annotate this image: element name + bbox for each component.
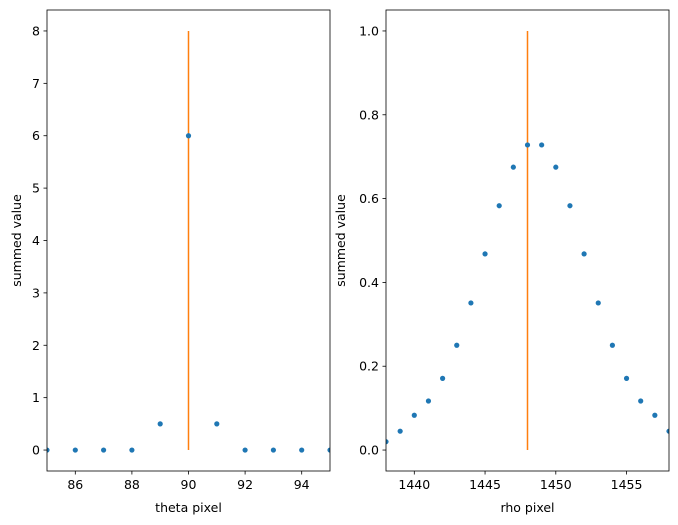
theta-y-tick-label: 2 (32, 338, 40, 353)
theta-x-axis-label: theta pixel (155, 500, 222, 515)
rho-y-ticks: 0.0 0.2 0.4 0.6 0.8 1.0 (359, 23, 386, 458)
theta-y-ticks: 0 1 2 3 4 5 6 7 8 (32, 23, 47, 458)
rho-y-tick-label: 0.6 (359, 191, 379, 206)
rho-data-point (496, 203, 502, 209)
rho-data-point (567, 203, 573, 209)
rho-y-tick-label: 0.8 (359, 107, 379, 122)
rho-data-point (539, 142, 545, 148)
theta-x-tick-label: 90 (181, 477, 197, 492)
rho-data-point (595, 300, 601, 306)
rho-x-tick-label: 1455 (611, 477, 643, 492)
rho-data-point (425, 398, 432, 404)
rho-plot-area (386, 30, 669, 451)
theta-x-ticks: 86 88 90 92 94 (67, 471, 310, 492)
rho-data-point (397, 428, 403, 434)
rho-x-tick-label: 1450 (540, 477, 572, 492)
theta-x-tick-label: 94 (294, 477, 310, 492)
theta-data-point (157, 421, 163, 427)
rho-axes-frame (385, 9, 670, 472)
rho-data-point (524, 142, 531, 148)
theta-y-tick-label: 3 (32, 285, 40, 300)
theta-y-tick-label: 4 (32, 233, 40, 248)
rho-data-point (638, 398, 644, 404)
theta-data-point (129, 447, 135, 453)
theta-data-point (242, 447, 248, 453)
theta-y-axis-label: summed value (9, 194, 24, 287)
rho-data-point (623, 375, 630, 381)
theta-x-tick-label: 92 (237, 477, 253, 492)
rho-x-tick-label: 1440 (398, 477, 430, 492)
rho-x-tick-label: 1445 (469, 477, 501, 492)
rho-data-point (652, 412, 658, 418)
rho-data-point (666, 428, 669, 434)
theta-data-point (299, 447, 305, 453)
rho-data-point (581, 251, 587, 257)
theta-x-tick-label: 86 (67, 477, 83, 492)
theta-data-point (47, 447, 50, 453)
theta-data-point (101, 447, 107, 453)
theta-data-point (185, 133, 192, 139)
rho-x-ticks: 1440 1445 1450 1455 (398, 471, 642, 492)
theta-plot-area (47, 30, 330, 453)
theta-y-tick-label: 6 (32, 128, 40, 143)
theta-data-point (72, 447, 78, 453)
theta-chart: 86 88 90 92 94 0 1 2 3 4 5 6 7 8 theta pixel summed … (9, 9, 331, 515)
theta-y-tick-label: 0 (32, 443, 40, 458)
rho-data-point (386, 439, 389, 445)
rho-data-point (482, 251, 488, 257)
theta-data-point (270, 447, 276, 453)
rho-y-tick-label: 1.0 (359, 23, 379, 38)
theta-data-point (327, 447, 330, 453)
rho-data-point (468, 300, 474, 306)
rho-chart: 1440 1445 1450 1455 0.0 0.2 0.4 0.6 0.8 1.0 rho … (333, 9, 670, 515)
theta-data-point (214, 421, 220, 427)
rho-data-point (440, 375, 446, 381)
rho-data-point (454, 342, 460, 348)
theta-y-tick-label: 7 (32, 76, 40, 91)
theta-y-tick-label: 8 (32, 23, 40, 38)
theta-y-tick-label: 5 (32, 181, 40, 196)
rho-y-tick-label: 0.4 (359, 275, 379, 290)
rho-data-point (609, 342, 616, 348)
rho-data-point (553, 164, 559, 170)
rho-y-tick-label: 0.0 (359, 443, 379, 458)
rho-x-axis-label: rho pixel (500, 500, 554, 515)
rho-data-point (411, 412, 417, 418)
rho-y-axis-label: summed value (333, 194, 348, 287)
rho-y-tick-label: 0.2 (359, 359, 379, 374)
theta-x-tick-label: 88 (124, 477, 140, 492)
theta-y-tick-label: 1 (32, 390, 40, 405)
rho-data-point (510, 164, 516, 170)
